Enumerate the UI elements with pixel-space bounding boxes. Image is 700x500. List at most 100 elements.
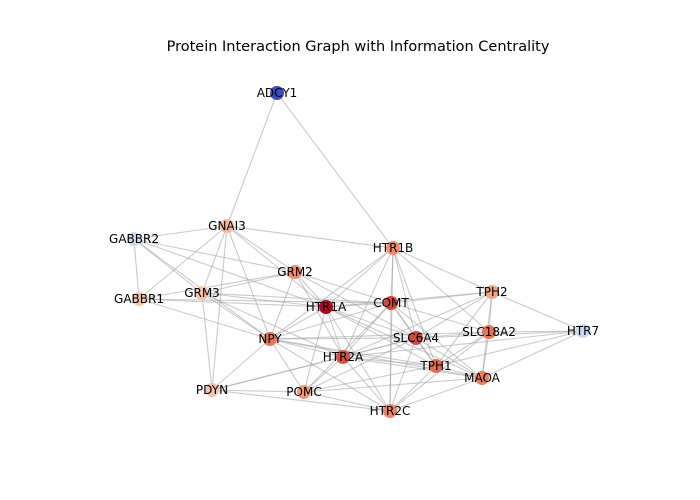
node-label-slc6a4: SLC6A4: [393, 331, 439, 345]
edge-htr2a-pomc: [303, 356, 344, 393]
edge-gnai3-grm3: [201, 225, 228, 294]
edge-gabbr1-grm2: [138, 271, 296, 300]
node-adcy1: [270, 86, 284, 100]
edge-tph1-htr2c: [389, 365, 437, 412]
node-gabbr2: [127, 232, 141, 246]
edge-npy-pdyn: [211, 338, 271, 391]
edge-tph2-htr2a: [342, 291, 493, 358]
node-npy: [263, 332, 277, 346]
edge-grm3-pdyn: [201, 292, 213, 391]
edge-comt-tph2: [390, 291, 493, 304]
edge-tph2-htr7: [491, 291, 584, 332]
edge-adcy1-htr1b: [276, 92, 394, 249]
edge-grm3-comt: [201, 292, 392, 304]
edge-adcy1-gnai3: [226, 92, 278, 227]
node-tph1: [429, 359, 443, 373]
node-grm2: [288, 265, 302, 279]
edge-gnai3-htr1b: [226, 225, 394, 249]
node-tph2: [485, 285, 499, 299]
edge-npy-htr2c: [269, 338, 391, 412]
edge-comt-pomc: [303, 302, 392, 393]
node-label-grm3: GRM3: [184, 286, 220, 300]
edge-gnai3-gabbr1: [138, 225, 228, 300]
edge-npy-htr2a: [269, 338, 344, 358]
edge-npy-maoa: [269, 338, 483, 379]
node-comt: [384, 296, 398, 310]
edge-htr1a-htr2a: [325, 306, 344, 358]
node-label-tph1: TPH1: [419, 359, 451, 373]
nodes-layer: [127, 86, 590, 418]
edge-htr1a-maoa: [325, 306, 483, 379]
node-label-slc18a2: SLC18A2: [462, 325, 516, 339]
node-maoa: [475, 371, 489, 385]
node-label-gnai3: GNAI3: [208, 219, 246, 233]
chart-title: Protein Interaction Graph with Informati…: [167, 39, 550, 55]
node-label-tph2: TPH2: [475, 285, 507, 299]
edge-npy-pomc: [269, 338, 305, 393]
edge-tph1-maoa: [435, 365, 483, 379]
edge-npy-slc6a4: [269, 337, 417, 340]
edge-htr1b-slc6a4: [392, 247, 417, 339]
edge-comt-slc18a2: [390, 302, 490, 333]
edge-htr2a-maoa: [342, 356, 483, 379]
node-label-htr1b: HTR1B: [373, 241, 414, 255]
edge-gnai3-pdyn: [211, 225, 228, 391]
node-label-grm2: GRM2: [277, 265, 313, 279]
edge-htr7-slc6a4: [415, 330, 584, 339]
node-label-htr1a: HTR1A: [306, 300, 347, 314]
node-gnai3: [220, 219, 234, 233]
edge-slc6a4-htr2c: [389, 337, 417, 412]
edge-htr1a-pomc: [303, 306, 327, 393]
edge-comt-npy: [269, 302, 392, 340]
node-slc18a2: [482, 325, 496, 339]
edge-pdyn-pomc: [211, 389, 305, 393]
edge-grm2-comt: [294, 271, 392, 304]
edge-htr2a-htr2c: [342, 356, 391, 412]
edge-gabbr1-comt: [138, 298, 392, 304]
edge-slc6a4-maoa: [415, 337, 483, 379]
edge-slc18a2-npy: [269, 331, 490, 340]
edge-comt-maoa: [390, 302, 483, 379]
edge-htr1b-htr1a: [325, 247, 394, 308]
node-slc6a4: [409, 331, 423, 345]
edge-maoa-htr2c: [389, 377, 483, 412]
edge-gabbr2-grm2: [133, 238, 296, 273]
node-label-htr2c: HTR2C: [370, 404, 411, 418]
node-htr7: [576, 324, 590, 338]
edge-pdyn-htr2c: [211, 389, 391, 412]
edge-grm2-htr2a: [294, 271, 344, 358]
edge-grm2-npy: [269, 271, 296, 340]
node-pomc: [297, 385, 311, 399]
node-label-comt: COMT: [373, 296, 409, 310]
edge-slc18a2-tph1: [435, 331, 490, 367]
edge-tph1-pomc: [303, 365, 437, 393]
edge-pomc-htr2c: [303, 391, 391, 412]
node-htr1a: [319, 300, 333, 314]
edge-grm3-grm2: [201, 271, 296, 294]
edge-htr1b-slc18a2: [392, 247, 490, 333]
edge-htr2a-tph1: [342, 356, 437, 367]
edge-htr1b-tph2: [392, 247, 493, 293]
node-label-gabbr1: GABBR1: [114, 292, 164, 306]
node-pdyn: [205, 383, 219, 397]
node-label-htr2a: HTR2A: [323, 350, 364, 364]
node-htr2c: [383, 404, 397, 418]
edge-tph2-slc6a4: [415, 291, 493, 339]
edge-grm3-npy: [201, 292, 271, 340]
labels-layer: ADCY1 GNAI3 GABBR2 GABBR1 GRM3 GRM2 HTR1B HTR1A…: [109, 86, 599, 418]
edge-comt-htr2a: [342, 302, 392, 358]
edge-gnai3-grm2: [226, 225, 296, 273]
edge-htr1a-npy: [269, 306, 327, 340]
edge-tph2-tph1: [435, 291, 493, 367]
edge-maoa-pomc: [303, 377, 483, 393]
edge-npy-tph1: [269, 338, 437, 367]
node-label-adcy1: ADCY1: [257, 86, 298, 100]
edge-gabbr1-htr1a: [138, 298, 327, 308]
edge-slc18a2-maoa: [481, 331, 490, 379]
edge-grm3-htr2a: [201, 292, 344, 358]
node-gabbr1: [132, 292, 146, 306]
edge-htr7-htr2a: [342, 330, 584, 358]
node-htr1b: [386, 241, 400, 255]
